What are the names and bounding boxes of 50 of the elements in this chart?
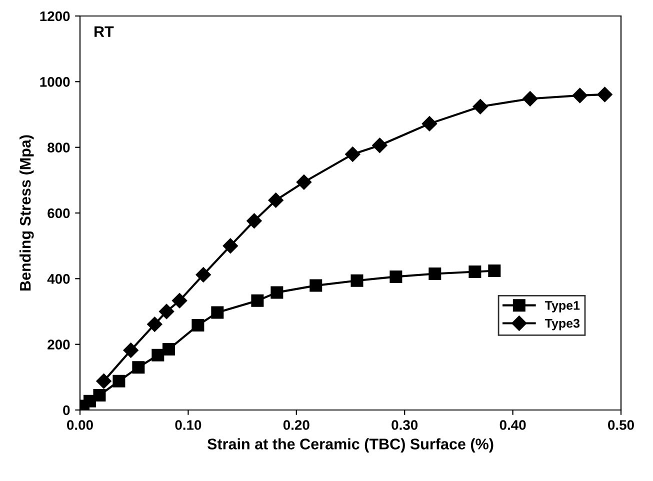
point bbox=[147, 316, 162, 332]
x-tick-label: 0.10 bbox=[175, 420, 202, 430]
point bbox=[132, 361, 145, 374]
x-tick-label: 0.40 bbox=[500, 420, 526, 430]
point bbox=[522, 91, 538, 106]
y-tick-label: 200 bbox=[48, 340, 70, 350]
point bbox=[472, 99, 488, 114]
point bbox=[310, 279, 322, 292]
point bbox=[468, 266, 482, 278]
y-tick-label: 0 bbox=[63, 405, 70, 416]
x-tick-label: 0.00 bbox=[67, 420, 93, 430]
annotation: RT bbox=[94, 26, 114, 37]
point bbox=[390, 270, 402, 283]
point bbox=[192, 319, 204, 332]
point bbox=[422, 116, 438, 132]
point bbox=[211, 306, 224, 319]
y-tick-label: 1000 bbox=[40, 77, 70, 87]
point bbox=[152, 348, 164, 362]
y-tick-label: 600 bbox=[48, 208, 70, 218]
point bbox=[345, 146, 360, 162]
point bbox=[222, 238, 238, 254]
y-tick-label: 800 bbox=[48, 142, 70, 153]
point bbox=[372, 138, 388, 153]
point bbox=[162, 343, 175, 356]
point bbox=[123, 342, 138, 358]
point bbox=[112, 374, 126, 388]
point bbox=[251, 294, 264, 307]
point bbox=[172, 293, 188, 308]
point bbox=[246, 213, 262, 228]
point bbox=[158, 304, 174, 320]
point bbox=[270, 286, 284, 299]
legend-label: Type1 bbox=[544, 301, 580, 312]
point bbox=[428, 267, 442, 280]
x-tick-label: 0.50 bbox=[608, 420, 634, 430]
point bbox=[96, 374, 112, 389]
point bbox=[350, 274, 364, 287]
y-tick-label: 400 bbox=[47, 274, 70, 284]
point bbox=[93, 388, 106, 402]
x-tick-label: 0.20 bbox=[283, 420, 310, 430]
point bbox=[196, 267, 211, 282]
point bbox=[296, 174, 312, 190]
legend-label: Type3 bbox=[544, 318, 580, 330]
point bbox=[597, 86, 612, 102]
point bbox=[268, 192, 284, 208]
y-axis-title: Bending Stress (Mpa) bbox=[20, 135, 34, 290]
x-axis-title: Strain at the Ceramic (TBC) Surface (%) bbox=[207, 438, 494, 452]
y-tick-label: 1200 bbox=[40, 11, 70, 22]
point bbox=[572, 88, 588, 104]
point bbox=[488, 264, 501, 278]
x-tick-label: 0.30 bbox=[392, 420, 418, 430]
